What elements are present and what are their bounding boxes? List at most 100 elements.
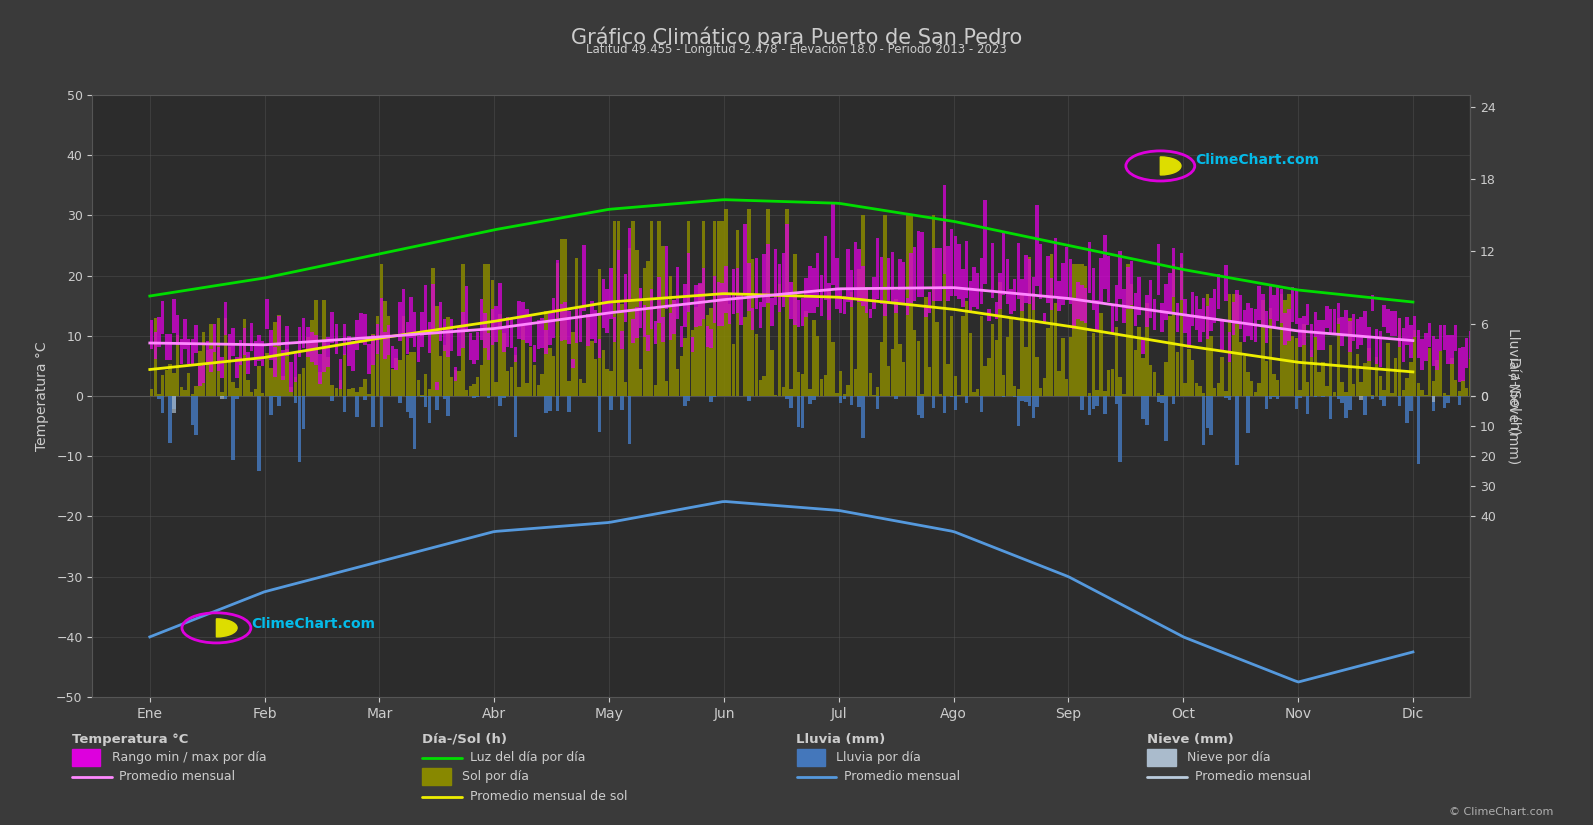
Bar: [1246, 396, 1251, 432]
Bar: [1072, 263, 1075, 396]
Bar: [198, 351, 202, 396]
Bar: [1367, 348, 1370, 396]
Bar: [422, 768, 451, 785]
Bar: [306, 337, 309, 396]
Bar: [1427, 348, 1431, 396]
Bar: [1110, 304, 1114, 333]
Bar: [454, 370, 457, 396]
Bar: [567, 310, 570, 344]
Bar: [1212, 388, 1217, 396]
Bar: [1295, 338, 1298, 396]
Bar: [1153, 299, 1157, 330]
Bar: [1364, 396, 1367, 415]
Bar: [808, 389, 812, 396]
Bar: [272, 323, 277, 396]
Bar: [1268, 285, 1273, 319]
Bar: [683, 396, 687, 406]
Bar: [763, 376, 766, 396]
Bar: [513, 396, 518, 437]
Bar: [1176, 352, 1179, 396]
Bar: [1083, 288, 1088, 323]
Bar: [502, 332, 505, 396]
Bar: [236, 396, 239, 399]
Bar: [1262, 294, 1265, 328]
Bar: [687, 221, 690, 396]
Bar: [507, 317, 510, 347]
Bar: [277, 315, 280, 396]
Bar: [285, 349, 288, 396]
Bar: [804, 278, 808, 318]
Bar: [1039, 388, 1042, 396]
Bar: [435, 306, 438, 396]
Bar: [487, 263, 491, 396]
Bar: [1184, 383, 1187, 396]
Text: © ClimeChart.com: © ClimeChart.com: [1448, 807, 1553, 817]
Bar: [250, 323, 253, 351]
Bar: [172, 299, 175, 333]
Bar: [650, 289, 653, 329]
Bar: [1356, 319, 1359, 349]
Bar: [1450, 358, 1453, 396]
Bar: [202, 363, 205, 383]
Bar: [895, 396, 898, 399]
Bar: [977, 389, 980, 396]
Bar: [1466, 389, 1469, 396]
Bar: [972, 266, 975, 307]
Bar: [567, 381, 570, 396]
Bar: [1016, 396, 1020, 427]
Bar: [1510, 322, 1513, 346]
Bar: [774, 394, 777, 396]
Bar: [873, 277, 876, 309]
Text: Promedio mensual: Promedio mensual: [844, 771, 961, 784]
Bar: [379, 263, 382, 396]
Bar: [1091, 332, 1094, 396]
Bar: [1192, 292, 1195, 326]
Bar: [395, 348, 398, 370]
Bar: [789, 282, 793, 319]
Bar: [840, 290, 843, 313]
Bar: [460, 313, 465, 347]
Bar: [1513, 379, 1517, 396]
Bar: [491, 280, 494, 396]
Bar: [1010, 318, 1013, 396]
Bar: [1243, 356, 1246, 396]
Bar: [916, 342, 921, 396]
Bar: [1284, 314, 1287, 345]
Bar: [1397, 396, 1402, 406]
Bar: [1480, 374, 1483, 396]
Bar: [1072, 299, 1075, 329]
Bar: [1410, 325, 1413, 358]
Bar: [672, 299, 675, 334]
Bar: [824, 375, 827, 396]
Bar: [1520, 394, 1525, 396]
Bar: [720, 284, 723, 327]
Bar: [854, 242, 857, 299]
Bar: [376, 316, 379, 396]
Bar: [1064, 379, 1069, 396]
Bar: [824, 236, 827, 299]
Bar: [949, 316, 954, 396]
Bar: [1344, 393, 1348, 396]
Bar: [347, 389, 350, 396]
Bar: [242, 319, 245, 396]
Bar: [1394, 357, 1397, 396]
Bar: [1367, 327, 1370, 361]
Bar: [432, 285, 435, 330]
Bar: [1391, 311, 1394, 336]
Bar: [449, 377, 454, 396]
Bar: [191, 339, 194, 364]
Bar: [231, 382, 234, 396]
Bar: [1262, 299, 1265, 396]
Bar: [680, 326, 683, 346]
Bar: [879, 342, 883, 396]
Bar: [398, 360, 401, 396]
Bar: [526, 384, 529, 396]
Bar: [943, 215, 946, 396]
Bar: [1206, 396, 1209, 427]
Bar: [440, 302, 443, 341]
Bar: [1061, 337, 1064, 396]
Bar: [1265, 311, 1268, 343]
Bar: [1080, 396, 1083, 409]
Bar: [624, 382, 628, 396]
Bar: [763, 254, 766, 308]
